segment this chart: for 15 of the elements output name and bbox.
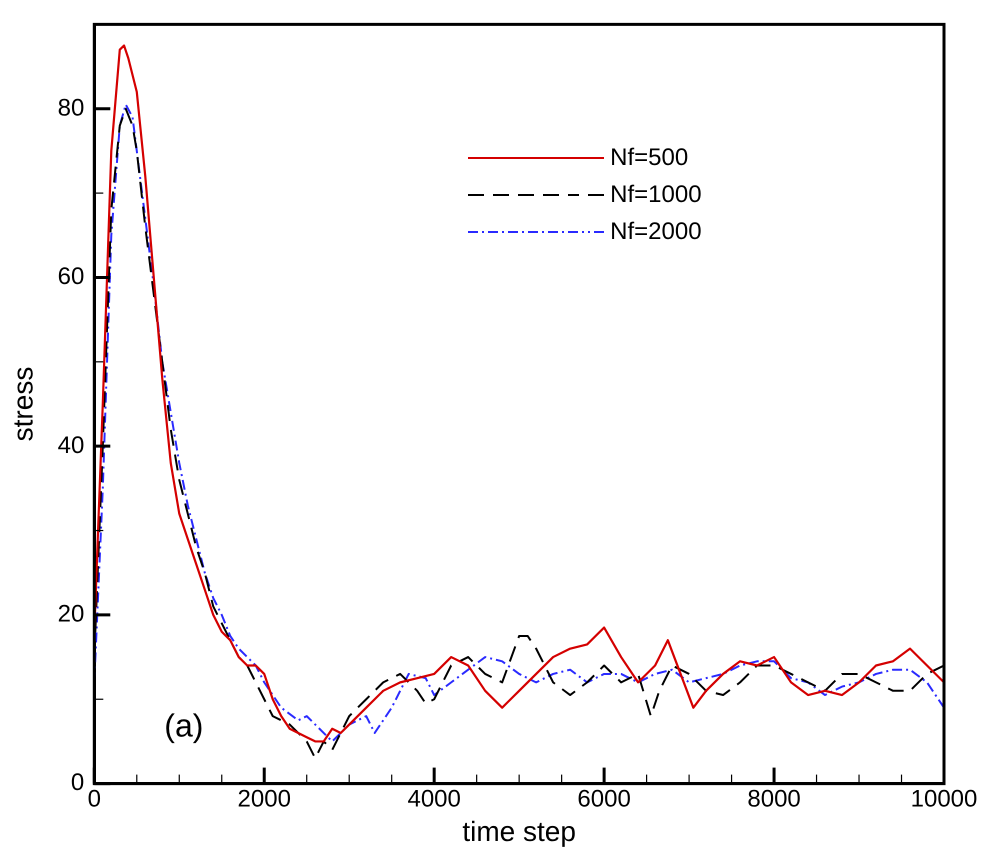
x-tick-label: 2000 <box>238 786 291 813</box>
x-tick-label: 6000 <box>577 786 631 813</box>
x-axis-title: time step <box>462 816 576 847</box>
x-tick-label: 8000 <box>747 786 801 813</box>
y-tick-label: 20 <box>58 600 84 628</box>
y-tick-label: 80 <box>58 94 84 122</box>
y-tick-label: 60 <box>58 263 84 290</box>
y-axis-title: stress <box>8 366 39 442</box>
y-tick-label: 40 <box>58 432 84 459</box>
x-tick-label: 4000 <box>407 786 461 813</box>
annotation: (a) <box>164 707 204 744</box>
legend-label: Nf=1000 <box>610 180 702 209</box>
legend-label: Nf=500 <box>610 144 688 172</box>
legend-label: Nf=2000 <box>610 218 702 246</box>
x-tick-label: 10000 <box>910 786 978 813</box>
